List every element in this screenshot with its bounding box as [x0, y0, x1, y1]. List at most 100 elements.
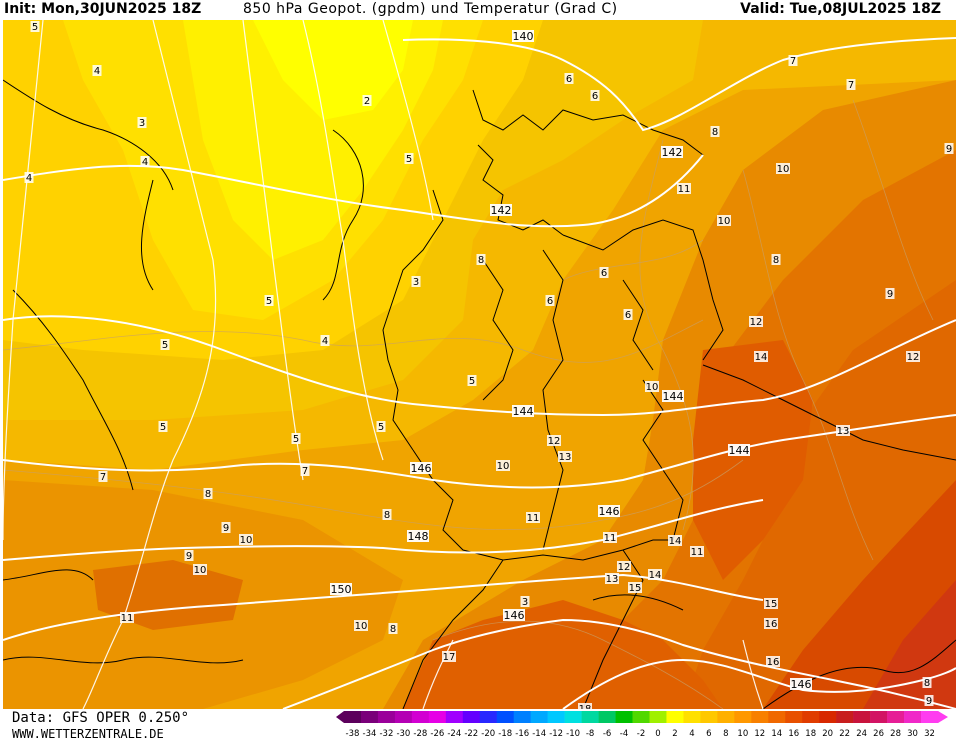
geopotential-label: 144 [729, 444, 750, 457]
geopotential-label: 146 [504, 609, 525, 622]
temperature-label: 5 [406, 154, 412, 165]
colorbar-swatch [853, 711, 871, 723]
temperature-label: 13 [837, 426, 850, 437]
temperature-label: 8 [384, 510, 390, 521]
temperature-label-bg [526, 512, 540, 523]
temperature-label: 9 [926, 696, 932, 707]
temperature-label: 5 [378, 422, 384, 433]
temperature-label-bg [764, 618, 778, 629]
colorbar-tick-label: 24 [856, 729, 867, 739]
geopotential-label: 148 [408, 530, 429, 543]
temperature-label-bg [354, 620, 368, 631]
colorbar-swatch [717, 711, 735, 723]
colorbar-tick-label: 12 [754, 729, 765, 739]
temperature-label-bg [766, 656, 780, 667]
temperature-label: 4 [94, 66, 100, 77]
temperature-label-bg [617, 561, 631, 572]
geopotential-label-bg [512, 30, 534, 42]
temperature-label-bg [605, 573, 619, 584]
temperature-label-bg [137, 117, 147, 128]
colorbar-tick-label: 26 [873, 729, 884, 739]
coastlines-borders [3, 79, 956, 709]
geopotential-label-bg [662, 390, 684, 402]
temperature-label-bg [320, 335, 330, 346]
colorbar-swatch [870, 711, 888, 723]
colorbar-swatch [836, 711, 854, 723]
temperature-label-bg [300, 465, 310, 476]
geopotential-label: 142 [662, 146, 683, 159]
colorbar-swatch [445, 711, 464, 723]
temperature-label: 15 [765, 599, 778, 610]
temperature-label-bg [564, 73, 574, 84]
colorbar-tick-label: -32 [379, 729, 393, 739]
temperature-label-bg [922, 677, 932, 688]
colorbar-tick-label: 8 [723, 729, 728, 739]
colorbar-tick-label: -14 [532, 729, 546, 739]
colorbar-tick-label: -20 [481, 729, 495, 739]
temperature-label-bg [749, 316, 763, 327]
temperature-label-bg [239, 534, 253, 545]
temperature-label: 10 [355, 621, 368, 632]
geopotential-label-bg [512, 405, 534, 417]
geopotential-label-bg [790, 678, 812, 690]
colorbar-tick-label: 28 [890, 729, 901, 739]
temperature-label-bg [520, 596, 530, 607]
colorbar-tick-label: -16 [515, 729, 529, 739]
temperature-label: 12 [548, 436, 561, 447]
temperature-label: 15 [629, 583, 642, 594]
colorbar-swatch [479, 711, 498, 723]
colorbar-tick-label: -26 [430, 729, 444, 739]
temperature-label-bg [92, 65, 102, 76]
colorbar-swatch [751, 711, 769, 723]
temperature-label-bg [776, 163, 790, 174]
temperature-label: 4 [26, 173, 32, 184]
temperature-label-bg [291, 433, 301, 444]
temperature-label: 12 [750, 317, 763, 328]
temperature-label: 9 [186, 551, 192, 562]
geopotential-label: 146 [599, 505, 620, 518]
temperature-label: 6 [566, 74, 572, 85]
init-time-label: Init: Mon,30JUN2025 18Z [4, 1, 202, 17]
temperature-label: 10 [497, 461, 510, 472]
temperature-label: 6 [625, 310, 631, 321]
temperature-label-bg [382, 509, 392, 520]
geopotential-contours [3, 37, 956, 709]
colorbar-swatch [802, 711, 820, 723]
data-source-label: Data: GFS OPER 0.250° [12, 710, 190, 726]
temperature-label-bg [677, 183, 691, 194]
colorbar-swatch [632, 711, 650, 723]
colorbar-tick-label: 22 [839, 729, 850, 739]
temperature-label: 12 [618, 562, 631, 573]
temperature-label: 10 [718, 216, 731, 227]
temperature-label: 8 [390, 624, 396, 635]
colorbar-swatch [462, 711, 481, 723]
geopotential-label-bg [410, 462, 432, 474]
colorbar-tick-label: 20 [822, 729, 833, 739]
colorbar-swatch [683, 711, 701, 723]
temperature-label-bg [603, 532, 617, 543]
temperature-label: 11 [691, 547, 704, 558]
temperature-label-bg [846, 79, 856, 90]
colorbar-swatch [581, 711, 599, 723]
temperature-label: 5 [293, 434, 299, 445]
colorbar-tick-label: -10 [566, 729, 580, 739]
colorbar-tick-label: -8 [586, 729, 594, 739]
temperature-label: 9 [223, 523, 229, 534]
temperature-label: 5 [469, 376, 475, 387]
temperature-label-bg [599, 267, 609, 278]
temperature-label-bg [547, 435, 561, 446]
temperature-label-bg [193, 564, 207, 575]
temperature-label: 8 [478, 255, 484, 266]
footer: Data: GFS OPER 0.250° WWW.WETTERZENTRALE… [0, 709, 959, 741]
colorbar-tick-label: -4 [620, 729, 628, 739]
temperature-label: 14 [755, 352, 768, 363]
temperature-label-bg [944, 143, 954, 154]
temperature-label-bg [788, 55, 798, 66]
colorbar-swatch [513, 711, 531, 723]
temperature-label-bg [924, 695, 934, 706]
temperature-label: 14 [669, 536, 682, 547]
geopotential-label-bg [330, 583, 352, 595]
temperature-label-bg [754, 351, 768, 362]
colorbar-swatch [564, 711, 582, 723]
